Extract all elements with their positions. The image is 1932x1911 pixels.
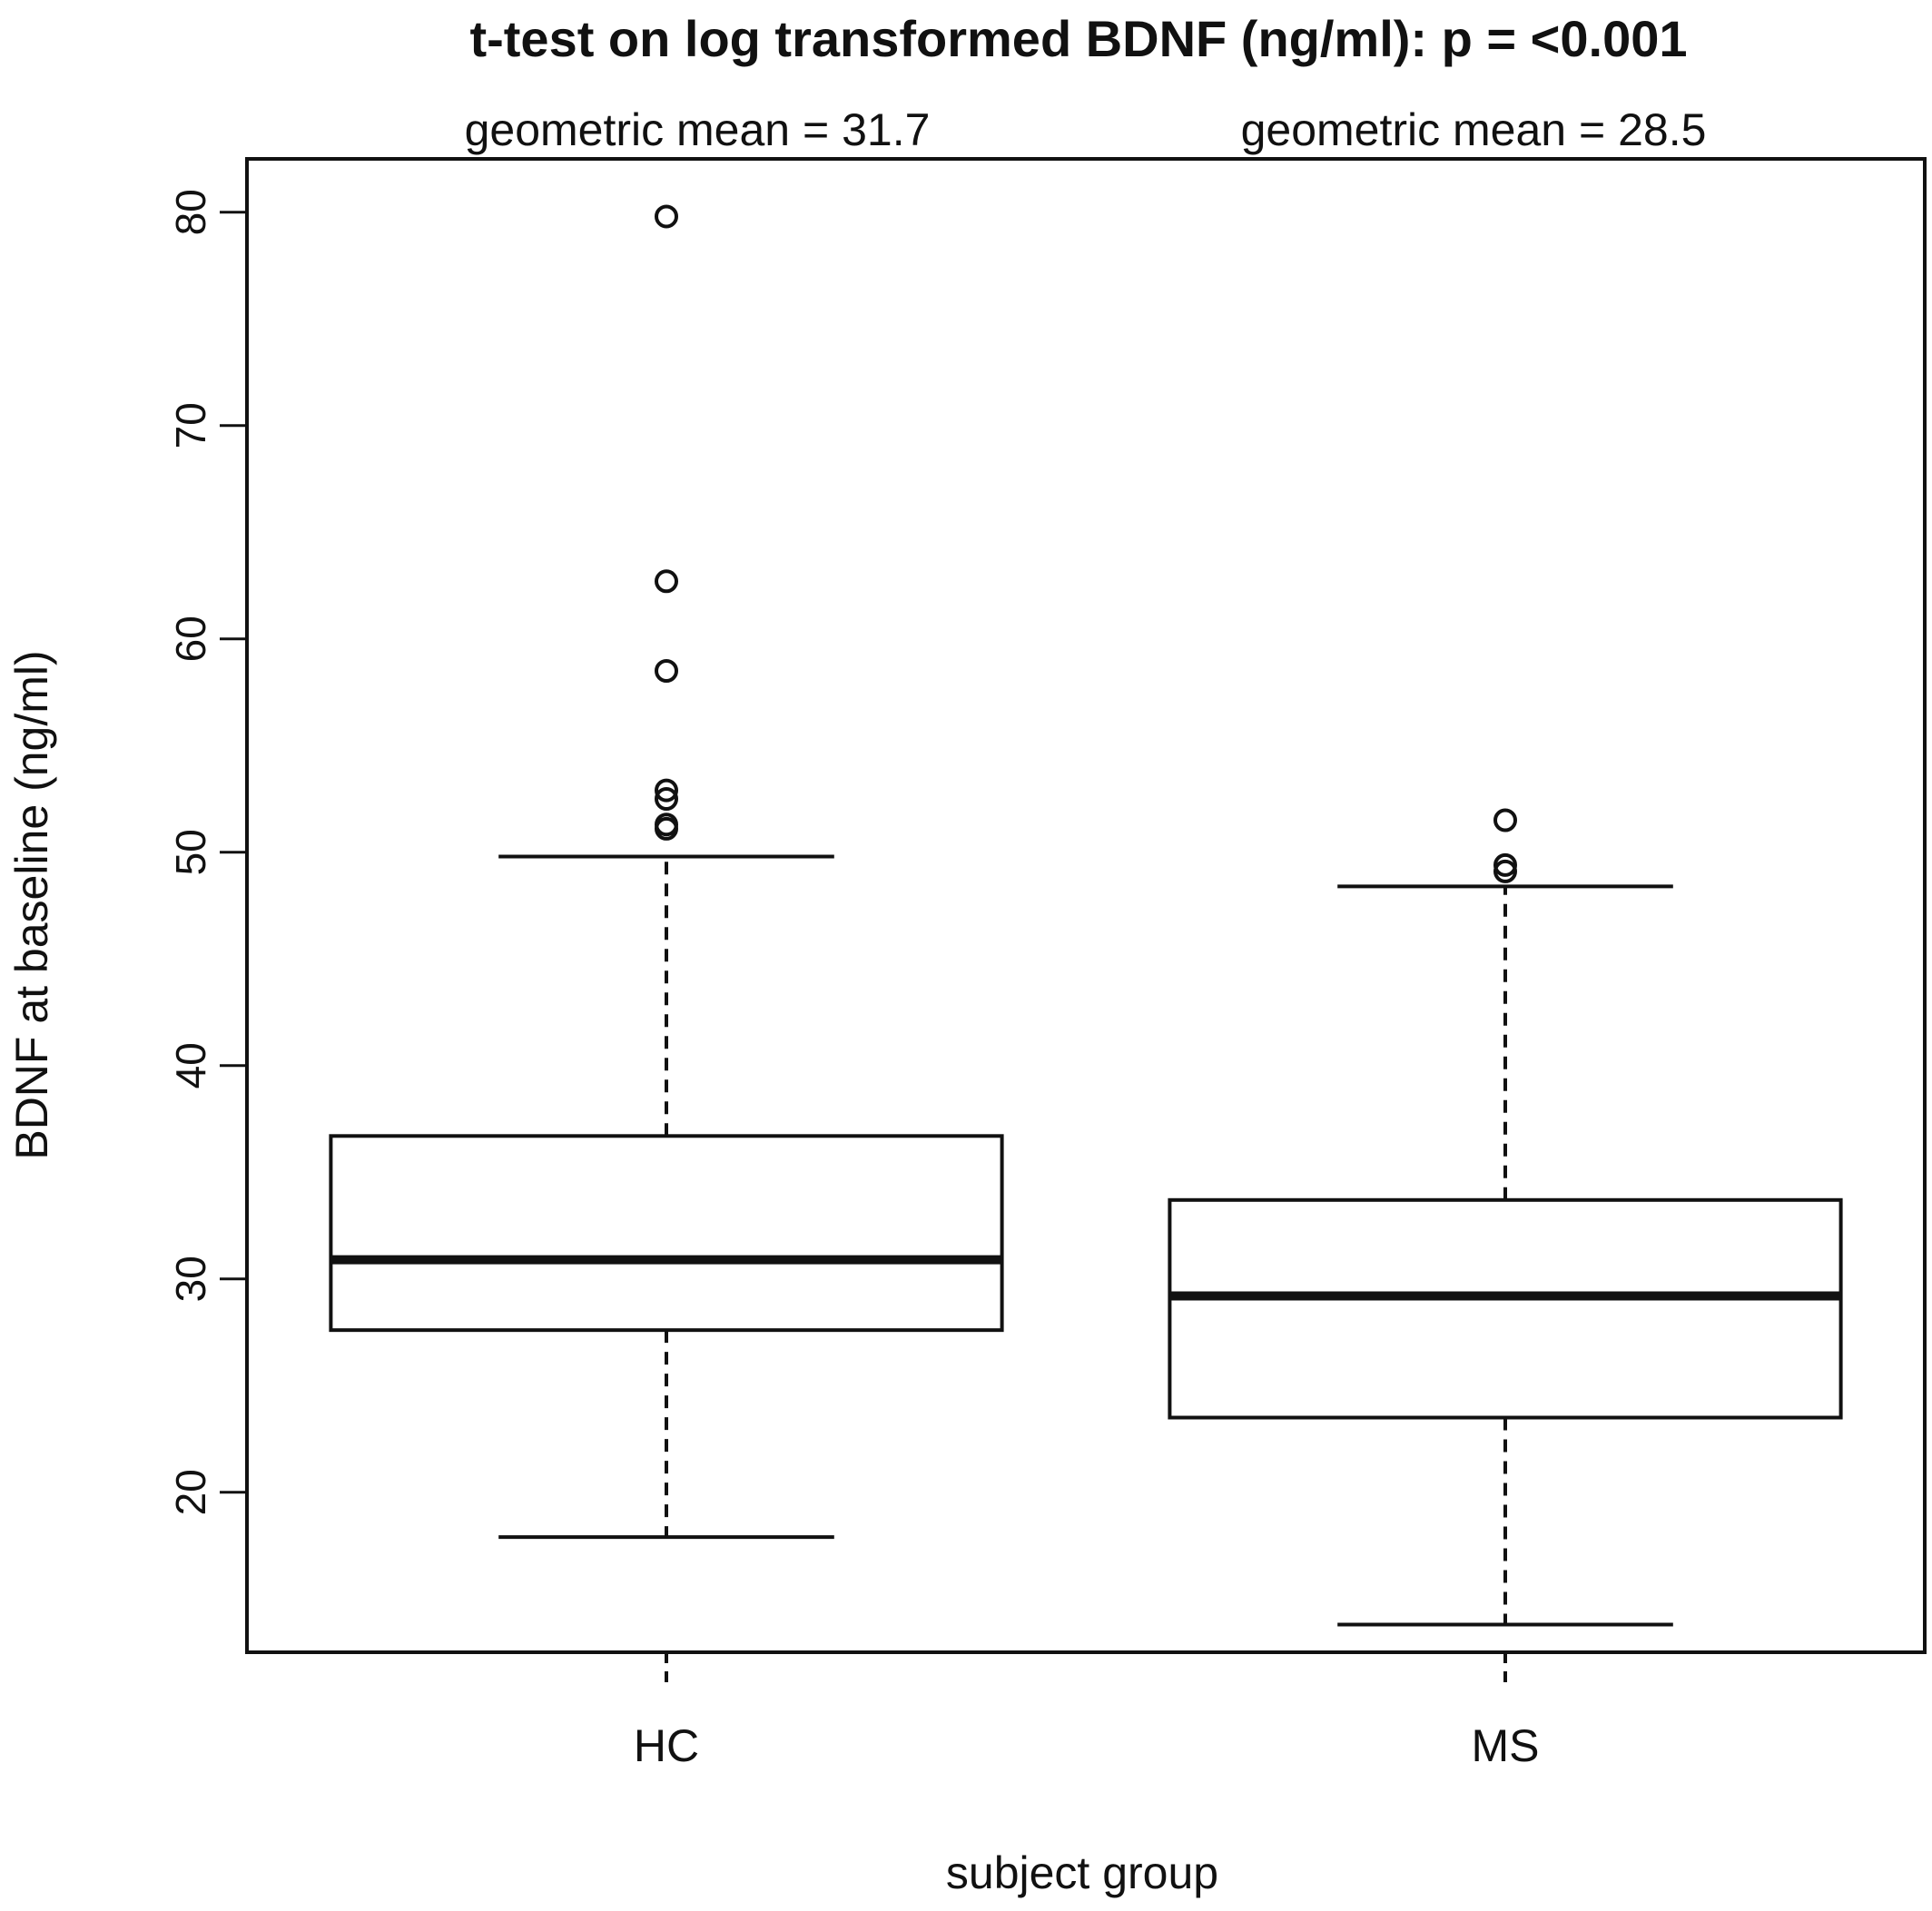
ms-outlier-point [1493,852,1517,877]
ms-box [1168,1197,1843,1420]
hc-outlier-point [655,816,678,841]
x-axis-label: subject group [946,1847,1218,1898]
hc-outlier-point [655,659,678,683]
hc-outlier-point [655,204,678,229]
y-axis-label: BDNF at baseline (ng/ml) [6,650,57,1159]
hc-outlier-point [655,778,678,803]
x-tick-label-ms: MS [1472,1720,1540,1771]
ms-outlier-point [1493,808,1517,832]
y-tick-label-20: 20 [167,1469,214,1515]
hc-outlier-point [655,787,678,811]
x-tick-label-hc: HC [634,1720,699,1771]
hc-outlier-point [655,569,678,594]
ms-outlier-point [1493,859,1517,883]
hc-box [329,1134,1004,1333]
x-axis: HC MS [634,1652,1540,1771]
boxes-layer [329,204,1843,1627]
y-tick-label-30: 30 [167,1256,214,1302]
y-tick-label-70: 70 [167,402,214,448]
y-tick-label-40: 40 [167,1042,214,1088]
hc-geometric-mean-label: geometric mean = 31.7 [465,104,931,155]
y-tick-label-50: 50 [167,829,214,875]
y-tick-label-60: 60 [167,616,214,662]
ms-geometric-mean-label: geometric mean = 28.5 [1241,104,1707,155]
y-tick-label-80: 80 [167,189,214,235]
plot-frame [245,157,1927,1654]
y-axis: 20 30 40 50 60 70 80 [167,189,247,1515]
chart-title: t-test on log transformed BDNF (ng/ml): … [469,10,1687,67]
